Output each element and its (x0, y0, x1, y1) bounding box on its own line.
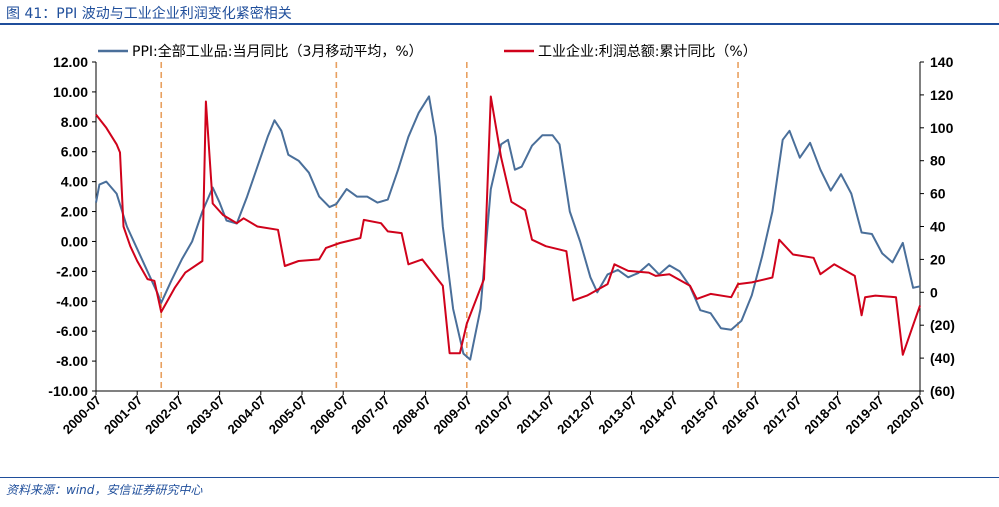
chart-legend: PPI:全部工业品:当月同比（3月移动平均，%） 工业企业:利润总额:累计同比（%… (98, 43, 757, 60)
x-tick-label: 2005-07 (266, 393, 310, 437)
right-tick-label: 20 (930, 251, 946, 267)
x-tick-label: 2004-07 (225, 393, 269, 437)
right-tick-label: (20) (930, 317, 955, 333)
profit-series-line (95, 95, 921, 356)
x-tick-label: 2008-07 (389, 393, 433, 437)
chart-axes (92, 61, 924, 395)
x-tick-label: 2010-07 (472, 393, 516, 437)
figure-title: 图 41：PPI 波动与工业企业利润变化紧密相关 (6, 6, 292, 22)
dual-axis-line-chart: PPI:全部工业品:当月同比（3月移动平均，%） 工业企业:利润总额:累计同比（%… (48, 43, 955, 437)
left-tick-label: 4.00 (61, 174, 88, 190)
left-tick-label: 2.00 (61, 204, 88, 220)
profit-legend-label: 工业企业:利润总额:累计同比（%） (538, 43, 757, 60)
source-divider (0, 477, 999, 478)
title-divider (0, 23, 999, 25)
right-tick-label: 140 (930, 54, 954, 70)
left-tick-label: 10.00 (53, 84, 88, 100)
left-tick-label: 0.00 (61, 233, 88, 249)
x-tick-label: 2007-07 (348, 393, 392, 437)
left-tick-label: 12.00 (53, 54, 88, 70)
left-tick-label: -6.00 (56, 323, 88, 339)
x-tick-label: 2017-07 (760, 393, 804, 437)
x-tick-label: 2000-07 (60, 393, 104, 437)
ppi-legend-label: PPI:全部工业品:当月同比（3月移动平均，%） (132, 43, 423, 60)
right-tick-label: (60) (930, 383, 955, 399)
x-axis-ticks: 2000-072001-072002-072003-072004-072005-… (60, 393, 928, 437)
x-tick-label: 2013-07 (595, 393, 639, 437)
x-tick-label: 2016-07 (719, 393, 763, 437)
left-tick-label: -8.00 (56, 353, 88, 369)
left-tick-label: 8.00 (61, 114, 88, 130)
x-tick-label: 2019-07 (843, 393, 887, 437)
x-tick-label: 2018-07 (801, 393, 845, 437)
x-tick-label: 2012-07 (554, 393, 598, 437)
left-axis-ticks: 12.00 10.00 8.00 6.00 4.00 2.00 0.00 -2.00 -4.00… (48, 54, 88, 399)
right-axis-ticks: 140 120 100 80 60 40 20 0 (20) (40) (60) (930, 54, 955, 399)
x-tick-label: 2002-07 (142, 393, 186, 437)
chart-series (95, 95, 921, 361)
x-tick-label: 2009-07 (431, 393, 475, 437)
x-tick-label: 2003-07 (183, 393, 227, 437)
left-tick-label: -10.00 (48, 383, 88, 399)
vertical-guide-lines (160, 62, 739, 391)
x-tick-label: 2011-07 (513, 393, 557, 437)
right-tick-label: 100 (930, 120, 954, 136)
right-tick-label: 80 (930, 153, 946, 169)
left-tick-label: 6.00 (61, 144, 88, 160)
ppi-series-line (95, 95, 921, 361)
right-tick-label: 120 (930, 87, 954, 103)
x-tick-label: 2001-07 (101, 393, 145, 437)
right-tick-label: 0 (930, 284, 938, 300)
x-tick-label: 2020-07 (884, 393, 928, 437)
left-tick-label: -4.00 (56, 293, 88, 309)
right-tick-label: 40 (930, 219, 946, 235)
left-tick-label: -2.00 (56, 263, 88, 279)
source-note: 资料来源：wind，安信证券研究中心 (6, 483, 203, 497)
right-tick-label: 60 (930, 186, 946, 202)
x-tick-label: 2015-07 (678, 393, 722, 437)
right-tick-label: (40) (930, 350, 955, 366)
x-tick-label: 2014-07 (637, 393, 681, 437)
x-tick-label: 2006-07 (307, 393, 351, 437)
